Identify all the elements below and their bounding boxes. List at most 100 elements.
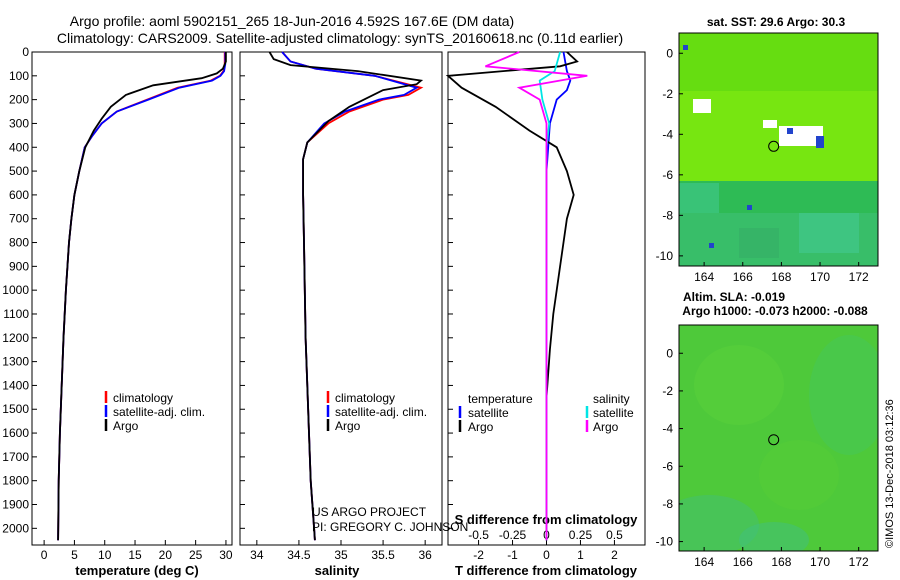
temperature-xlabel: temperature (deg C) xyxy=(75,563,199,578)
x-tick-label: 25 xyxy=(189,548,203,562)
map-x-tick-label: 164 xyxy=(694,555,714,569)
map-x-tick-label: 166 xyxy=(733,270,753,284)
y-tick-label: 800 xyxy=(9,236,29,250)
s-difference-axis: -0.5 -0.25 0 0.25 0.5 xyxy=(468,528,623,542)
map-x-tick-label: 164 xyxy=(694,270,714,284)
temperature-axis: 0 5 10 15 20 25 30 xyxy=(41,540,233,562)
map-x-tick-label: 168 xyxy=(771,270,791,284)
sla-map-panel: Altim. SLA: -0.019 Argo h1000: -0.073 h2… xyxy=(656,290,879,569)
series-line-t-argo xyxy=(445,51,579,541)
sla-blob xyxy=(739,522,809,551)
difference-depth-ticks xyxy=(448,51,453,529)
map-x-tick-label: 170 xyxy=(810,270,830,284)
sst-band-north xyxy=(679,33,878,93)
series-line-climatology xyxy=(57,52,226,541)
series-line-argo xyxy=(57,52,227,541)
x-tick-label: 10 xyxy=(98,548,112,562)
sst-mottle xyxy=(799,213,859,253)
sla-float-marker xyxy=(768,434,780,446)
y-tick-label: 1300 xyxy=(2,355,29,369)
map-x-tick-label: 168 xyxy=(771,555,791,569)
y-tick-label: 500 xyxy=(9,164,29,178)
sla-map-area xyxy=(679,325,878,551)
x-tick-label: 5 xyxy=(71,548,78,562)
map-x-tick-label: 172 xyxy=(849,270,869,284)
y-tick-label: 400 xyxy=(9,140,29,154)
x-tick-label: 0 xyxy=(543,548,550,562)
x-tick-label: 2 xyxy=(611,548,618,562)
sst-cold-pixel xyxy=(747,205,752,210)
y-tick-label: 1900 xyxy=(2,498,29,512)
x-tick-label: 36 xyxy=(418,548,432,562)
map-x-tick-label: 172 xyxy=(849,555,869,569)
legend-temperature-title: temperature xyxy=(468,392,533,406)
sla-map-frame xyxy=(678,324,879,552)
y-tick-label: 600 xyxy=(9,188,29,202)
x-tick-label: 15 xyxy=(128,548,142,562)
series-line-satellite-adj-clim- xyxy=(281,51,420,541)
legend-satellite-label: satellite-adj. clim. xyxy=(335,405,427,419)
legend-climatology-label: climatology xyxy=(113,391,173,405)
s-tick-label: 0.25 xyxy=(569,528,593,542)
x-tick-label: -1 xyxy=(507,548,518,562)
sst-map-area xyxy=(679,33,878,266)
sst-mottle xyxy=(679,183,719,213)
x-tick-label: 1 xyxy=(577,548,584,562)
y-tick-label: 1800 xyxy=(2,474,29,488)
salinity-panel: salinity 34 34.5 35 35.5 36 climatology sate… xyxy=(239,51,468,578)
sst-mottle xyxy=(739,228,779,258)
y-tick-label: 1500 xyxy=(2,402,29,416)
y-tick-label: 100 xyxy=(9,69,29,83)
sla-blob xyxy=(694,345,784,425)
legend-argo-label: Argo xyxy=(113,419,139,433)
map-y-tick-label: -4 xyxy=(662,127,673,141)
sst-band-central xyxy=(679,91,878,181)
map-y-tick-label: 0 xyxy=(666,46,673,60)
y-tick-label: 1000 xyxy=(2,283,29,297)
x-tick-label: 35 xyxy=(334,548,348,562)
difference-xlabel: T difference from climatology xyxy=(455,563,638,578)
legend-salinity-title: salinity xyxy=(593,392,630,406)
x-tick-label: 0 xyxy=(41,548,48,562)
salinity-legend: climatology satellite-adj. clim. Argo xyxy=(326,391,427,433)
map-y-tick-label: -10 xyxy=(656,535,674,549)
sst-map-panel: sat. SST: 29.6 Argo: 30.3 164 166 168 170 17… xyxy=(656,15,879,284)
series-line-s-argo xyxy=(485,51,588,541)
salinity-xlabel: salinity xyxy=(315,563,361,578)
y-tick-label: 1100 xyxy=(3,307,29,321)
sst-cold-pixel xyxy=(787,128,793,134)
legend-s-satellite-label: satellite xyxy=(593,406,634,420)
temperature-lines xyxy=(57,52,227,541)
series-line-argo xyxy=(268,51,424,541)
map-y-tick-label: -10 xyxy=(656,249,674,263)
y-tick-label: 2000 xyxy=(2,521,29,535)
map-y-tick-label: -6 xyxy=(662,168,673,182)
sst-cold-pixel xyxy=(683,45,688,50)
legend-climatology-label: climatology xyxy=(335,391,395,405)
sla-map-axes: 164 166 168 170 172 0 -2 -4 -6 -8 -10 xyxy=(656,346,869,569)
imos-timestamp: ©IMOS 13-Dec-2018 03:12:36 xyxy=(884,399,896,548)
sst-cold-pixel xyxy=(816,136,824,148)
map-y-tick-label: -8 xyxy=(662,497,673,511)
figure-title-line1: Argo profile: aoml 5902151_265 18-Jun-20… xyxy=(70,13,514,29)
map-y-tick-label: 0 xyxy=(666,346,673,360)
legend-t-argo-label: Argo xyxy=(468,420,494,434)
map-y-tick-label: -6 xyxy=(662,459,673,473)
y-tick-label: 1600 xyxy=(2,426,29,440)
map-x-tick-label: 170 xyxy=(810,555,830,569)
sst-cold-pixel xyxy=(709,243,714,248)
x-tick-label: 20 xyxy=(159,548,173,562)
salinity-plot-frame xyxy=(239,51,443,546)
sla-blob xyxy=(809,335,878,455)
sst-map-title: sat. SST: 29.6 Argo: 30.3 xyxy=(707,15,846,29)
sst-float-marker xyxy=(768,140,780,152)
sla-blob xyxy=(759,440,839,510)
project-credit: US ARGO PROJECT xyxy=(312,505,427,519)
map-y-tick-label: -8 xyxy=(662,208,673,222)
y-tick-label: 0 xyxy=(22,45,29,59)
s-tick-label: -0.5 xyxy=(468,528,489,542)
sla-map-title: Altim. SLA: -0.019 xyxy=(683,290,785,304)
y-tick-label: 300 xyxy=(9,116,29,130)
difference-lines xyxy=(445,51,588,541)
series-line-climatology xyxy=(281,51,424,541)
